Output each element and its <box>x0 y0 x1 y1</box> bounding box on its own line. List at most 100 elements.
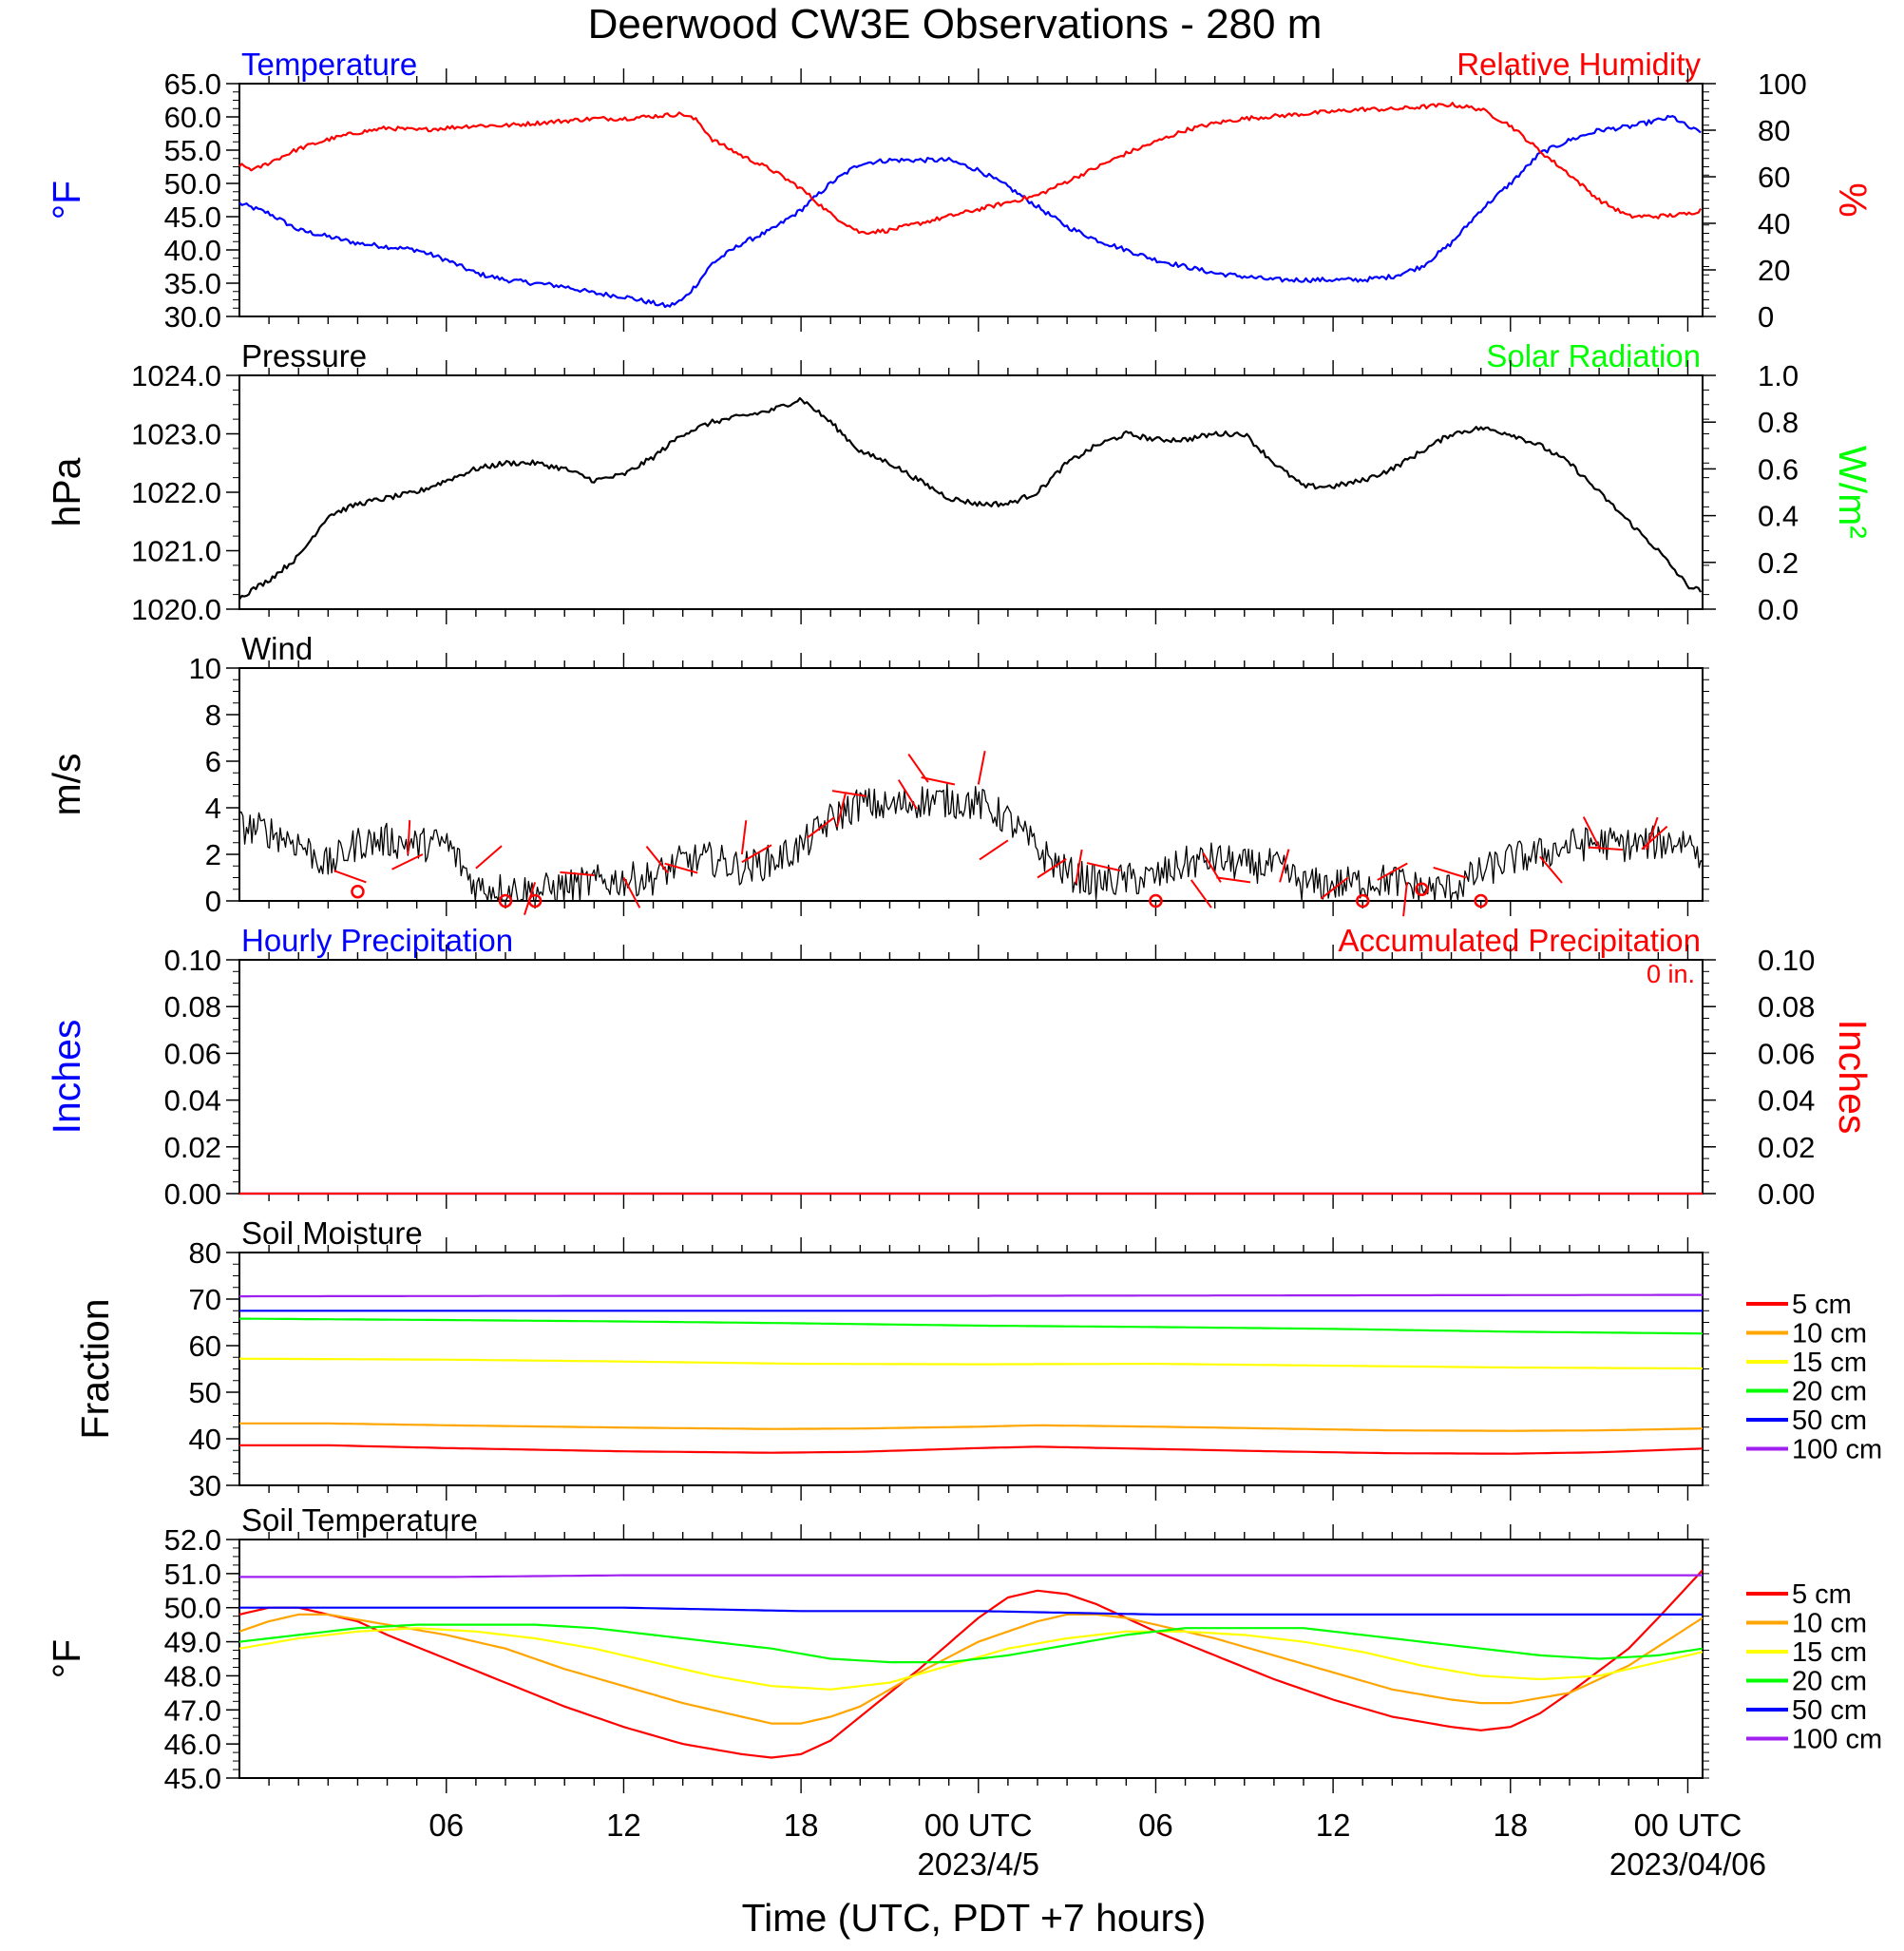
x-tick-date: 2023/4/5 <box>918 1846 1039 1882</box>
pressure-ytick-label-right: 0.6 <box>1758 452 1799 486</box>
wind-wind-barb <box>979 839 1009 861</box>
soil-temperature-legend-label: 15 cm <box>1792 1637 1867 1668</box>
soil-moisture-100-cm-line <box>239 1293 1703 1298</box>
soil-moisture-20-cm-line <box>239 1317 1704 1335</box>
precipitation-title: Hourly Precipitation <box>241 923 513 958</box>
x-tick-label: 06 <box>1138 1808 1173 1843</box>
wind-wind-barb <box>645 845 669 874</box>
soil-moisture-15-cm-line <box>238 1357 1703 1370</box>
wind-wind-barb <box>664 862 698 874</box>
pressure-ytick-label-left: 1022.0 <box>131 476 221 509</box>
temperature-rh-ytick-label-right: 0 <box>1758 300 1774 334</box>
precipitation-annotation: 0 in. <box>1647 960 1695 988</box>
soil-moisture-legend-label: 15 cm <box>1792 1348 1867 1378</box>
soil-temperature-20-cm-line <box>238 1623 1704 1664</box>
soil-moisture-ytick-label-left: 60 <box>189 1329 221 1363</box>
temperature-rh-ytick-label-left: 55.0 <box>164 134 221 167</box>
chart-title: Deerwood CW3E Observations - 280 m <box>588 1 1323 48</box>
wind-wind-barb <box>1279 849 1290 883</box>
pressure-ytick-label-right: 0.4 <box>1758 500 1799 533</box>
x-tick-label: 12 <box>606 1808 641 1843</box>
soil-temperature-ytick-label-left: 45.0 <box>164 1762 221 1795</box>
pressure-ytick-label-right: 0.2 <box>1758 546 1799 580</box>
panel-temperature-rh: Temperature Relative Humidity 30.035.040.0… <box>45 47 1875 334</box>
wind-ylabel-left: m/s <box>45 753 88 815</box>
soil-temperature-50-cm-line <box>239 1606 1703 1616</box>
temperature-rh-ytick-label-left: 65.0 <box>164 67 221 101</box>
precipitation-ytick-label-left: 0.00 <box>164 1177 221 1211</box>
pressure-ytick-label-right: 0.0 <box>1758 593 1799 626</box>
x-tick-label: 18 <box>784 1808 819 1843</box>
temperature-rh-ytick-label-left: 40.0 <box>164 234 221 267</box>
precipitation-ytick-label-left: 0.10 <box>164 944 221 977</box>
precipitation-ytick-label-right: 0.02 <box>1758 1131 1815 1164</box>
soil-moisture-legend-label: 100 cm <box>1792 1435 1882 1465</box>
soil-moisture-ytick-label-left: 70 <box>189 1283 221 1316</box>
soil-temperature-ylabel-left: °F <box>45 1639 88 1678</box>
temperature-rh-ytick-label-left: 35.0 <box>164 267 221 300</box>
wind-wind-barb <box>977 750 986 785</box>
pressure-ytick-label-left: 1024.0 <box>131 359 221 392</box>
temperature-rh-ytick-label-left: 50.0 <box>164 167 221 201</box>
wind-calm-marker <box>1355 893 1370 909</box>
temperature-rh-ytick-label-right: 80 <box>1758 114 1790 147</box>
precipitation-ylabel-left: Inches <box>45 1020 88 1135</box>
wind-series-0-line <box>238 783 1704 902</box>
wind-wind-barb <box>1641 825 1668 851</box>
wind-wind-barb <box>831 790 866 797</box>
wind-ytick-label-left: 10 <box>189 652 221 685</box>
wind-ytick-label-left: 4 <box>205 792 221 825</box>
temperature-rh-ylabel-right: % <box>1831 182 1875 217</box>
soil-temperature-ytick-label-left: 49.0 <box>164 1626 221 1659</box>
soil-temperature-100-cm-line <box>239 1574 1703 1578</box>
pressure-ytick-label-right: 1.0 <box>1758 359 1799 392</box>
pressure-ylabel-left: hPa <box>45 457 88 526</box>
wind-ytick-label-left: 6 <box>205 745 221 778</box>
wind-wind-barb <box>741 844 772 864</box>
soil-moisture-ylabel-left: Fraction <box>73 1298 117 1439</box>
panel-precipitation: Hourly Precipitation Accumulated Precipit… <box>45 923 1875 1211</box>
wind-wind-barb <box>740 820 748 855</box>
x-tick-label: 00 UTC <box>924 1808 1033 1843</box>
soil-temperature-legend-label: 10 cm <box>1792 1609 1867 1639</box>
soil-temperature-ytick-label-left: 52.0 <box>164 1523 221 1557</box>
precipitation-ytick-label-left: 0.02 <box>164 1131 221 1164</box>
soil-moisture-legend-label: 20 cm <box>1792 1377 1867 1407</box>
soil-moisture-legend-label: 50 cm <box>1792 1406 1867 1436</box>
precipitation-ytick-label-right: 0.06 <box>1758 1037 1815 1070</box>
wind-ytick-label-left: 0 <box>205 885 221 918</box>
pressure-ylabel-right: W/m² <box>1831 446 1875 539</box>
wind-wind-barb <box>1402 882 1408 917</box>
precipitation-ytick-label-right: 0.08 <box>1758 990 1815 1023</box>
x-tick-label: 18 <box>1493 1808 1528 1843</box>
wind-ytick-label-left: 8 <box>205 698 221 732</box>
temperature-rh-ytick-label-right: 60 <box>1758 161 1790 194</box>
wind-calm-marker <box>1415 882 1429 896</box>
wind-wind-barb <box>1086 862 1121 872</box>
precipitation-ytick-label-right: 0.04 <box>1758 1084 1815 1118</box>
wind-calm-marker <box>1474 893 1488 909</box>
wind-calm-marker <box>1149 893 1163 909</box>
pressure-ytick-label-left: 1021.0 <box>131 535 221 568</box>
soil-temperature-ytick-label-left: 48.0 <box>164 1659 221 1693</box>
wind-ytick-label-left: 2 <box>205 838 221 871</box>
wind-wind-barb <box>921 776 956 786</box>
soil-moisture-10-cm-line <box>239 1422 1704 1432</box>
soil-temperature-ytick-label-left: 47.0 <box>164 1693 221 1727</box>
wind-wind-barb <box>407 819 411 855</box>
pressure-ytick-label-left: 1023.0 <box>131 418 221 451</box>
soil-temperature-legend-label: 20 cm <box>1792 1667 1867 1697</box>
precipitation-ytick-label-left: 0.04 <box>164 1084 221 1118</box>
panels: Temperature Relative Humidity30.035.040.0… <box>45 47 1882 1795</box>
pressure-title: Pressure <box>241 338 367 373</box>
wind-wind-barb <box>1190 879 1212 909</box>
precipitation-ylabel-right: Inches <box>1831 1020 1875 1135</box>
x-tick-date: 2023/04/06 <box>1609 1846 1766 1882</box>
wind-title: Wind <box>241 631 313 666</box>
temperature-rh-ytick-label-right: 100 <box>1758 67 1807 101</box>
soil-temperature-legend-label: 100 cm <box>1792 1725 1882 1755</box>
soil-moisture-legend-label: 5 cm <box>1792 1290 1852 1320</box>
